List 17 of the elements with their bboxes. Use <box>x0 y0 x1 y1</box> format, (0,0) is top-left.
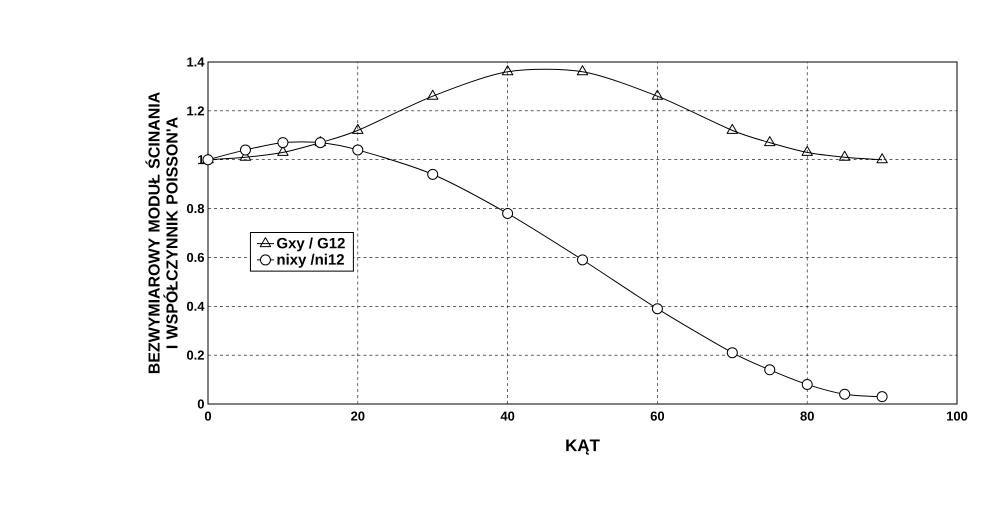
x-tick-label: 80 <box>800 412 814 421</box>
legend-label: Gxy / G12 <box>277 237 345 252</box>
y-tick-label: 0.8 <box>186 204 204 214</box>
y-tick-label: 0.4 <box>186 302 204 311</box>
x-tick-label: 100 <box>947 412 968 421</box>
y-tick-label: 1.4 <box>187 58 204 66</box>
y-tick-label: 0 <box>198 399 204 409</box>
y-tick-label: 1.2 <box>187 106 204 116</box>
y-axis-title: BEZWYMIAROWY MODUŁ ŚCINANIA I WSPÓŁCZYNNIK POISSON'A <box>145 92 178 374</box>
x-axis-title: KĄT <box>566 440 600 455</box>
y-tick-label: 0.6 <box>186 252 204 262</box>
x-tick-label: 60 <box>650 412 664 421</box>
x-tick-label: 0 <box>204 412 212 421</box>
x-tick-label: 40 <box>500 412 514 421</box>
x-tick-label: 20 <box>351 412 364 421</box>
legend-label: nixy /ni12 <box>277 254 344 268</box>
y-tick-label: 0.2 <box>186 350 204 360</box>
